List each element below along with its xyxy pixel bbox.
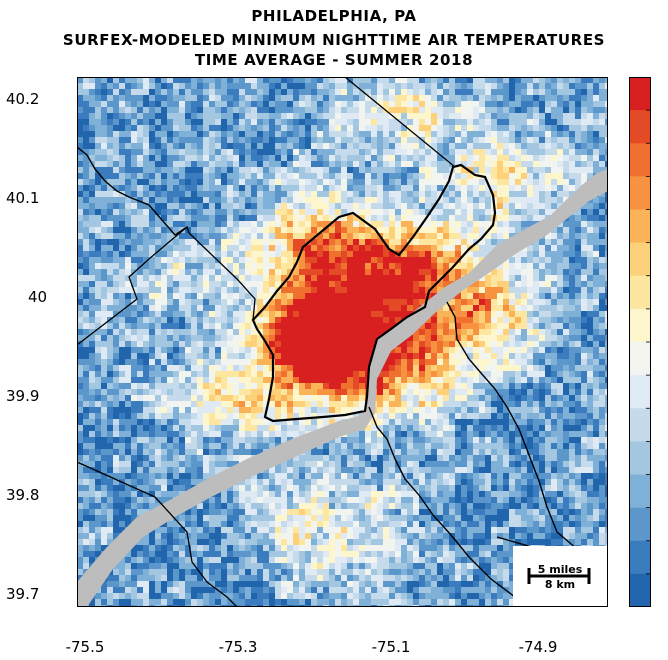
x-tick-label: -75.1 (371, 638, 411, 656)
y-tick-label: 40.1 (6, 189, 40, 207)
colorbar-band (629, 308, 651, 343)
map-frame (77, 77, 608, 607)
y-tick-label: 40.2 (6, 90, 40, 108)
colorbar-band (629, 143, 651, 177)
temperature-map (77, 77, 608, 607)
colorbar-band (629, 275, 651, 310)
map-title-line-1: PHILADELPHIA, PA (251, 7, 417, 25)
colorbar-band (629, 474, 651, 509)
colorbar-band (629, 441, 651, 476)
state-boundary (446, 301, 608, 560)
x-tick-label: -75.5 (65, 638, 105, 656)
county-boundary (344, 77, 456, 168)
colorbar-band (629, 375, 651, 409)
colorbar-band (629, 507, 651, 542)
colorbar-band (629, 573, 651, 607)
y-tick-label: 39.8 (6, 486, 40, 504)
x-tick-label: -75.3 (218, 638, 258, 656)
colorbar-band (629, 110, 651, 144)
map-title-line-2: SURFEX-MODELED MINIMUM NIGHTTIME AIR TEM… (62, 31, 606, 49)
y-tick-label: 39.9 (6, 387, 40, 405)
colorbar-band (629, 242, 651, 277)
state-boundary (77, 146, 188, 236)
river-water (77, 169, 608, 607)
colorbar-band (629, 77, 651, 111)
state-boundary (368, 406, 538, 607)
x-tick-label: -74.9 (518, 638, 558, 656)
scale-bar-miles-label: 5 miles (537, 563, 583, 576)
colorbar-band (629, 176, 651, 211)
colorbar-band (629, 408, 651, 442)
county-boundary (77, 461, 156, 498)
colorbar-band (629, 540, 651, 575)
county-boundary (154, 496, 238, 607)
scale-bar-ruler (527, 568, 591, 584)
boundary-lines (77, 77, 608, 607)
scale-bar-km-label: 8 km (544, 578, 576, 591)
county-boundary (77, 225, 256, 346)
color-scale-bar (629, 77, 651, 607)
y-tick-label: 39.7 (6, 585, 40, 603)
colorbar-band (629, 342, 651, 376)
y-tick-label: 40 (28, 288, 48, 306)
temperature-raster (77, 77, 608, 607)
philadelphia-city-boundary (251, 163, 497, 423)
colorbar-band (629, 209, 651, 244)
scale-bar: 5 miles 8 km (513, 546, 607, 606)
map-title-line-3: TIME AVERAGE - SUMMER 2018 (194, 51, 474, 69)
